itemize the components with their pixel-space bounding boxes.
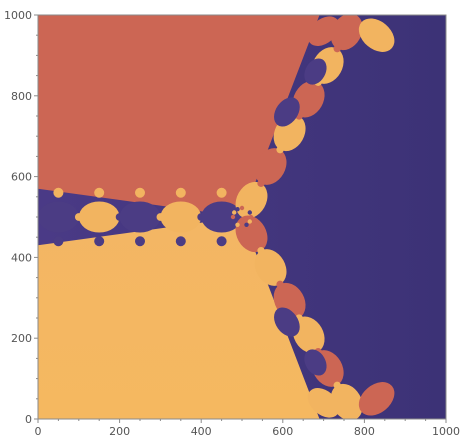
y-tick-label: 800 — [11, 90, 32, 103]
boundary-bottom-lobe — [307, 388, 340, 418]
boundary-bottom-lobe — [358, 382, 395, 416]
y-tick-label: 0 — [25, 413, 32, 426]
boundary-left-branch — [201, 201, 243, 233]
x-tick-label: 200 — [109, 425, 130, 438]
x-tick-label: 0 — [35, 425, 42, 438]
region-upper-left-basin — [38, 15, 320, 217]
plot-area — [38, 15, 446, 419]
boundary-junction-bead — [232, 210, 237, 215]
boundary-junction-bead — [244, 222, 249, 227]
y-tick-label: 200 — [11, 332, 32, 345]
boundary-upper-branch — [254, 148, 287, 185]
boundary-junction-bead — [247, 210, 252, 215]
boundary-left-bulb — [175, 187, 186, 198]
boundary-left-branch — [119, 201, 161, 233]
boundary-left-bulb — [175, 236, 186, 247]
boundary-left-bulb — [94, 236, 105, 247]
boundary-left-bulb — [53, 236, 64, 247]
boundary-junction-bead — [248, 214, 254, 220]
boundary-junction-bead — [235, 222, 240, 227]
boundary-bottom-lobe — [274, 307, 300, 337]
boundary-left-bulb — [135, 187, 145, 198]
y-tick-label: 600 — [11, 171, 32, 184]
boundary-left-branch — [160, 201, 202, 233]
boundary-left-branch — [38, 201, 79, 233]
boundary-left-bulb — [216, 187, 227, 198]
boundary-left-bulb — [53, 187, 64, 198]
basin-regions — [38, 15, 446, 419]
boundary-junction-bead — [247, 219, 252, 224]
x-tick-label: 800 — [354, 425, 375, 438]
boundary-left-bulb — [94, 187, 105, 198]
boundary-bottom-lobe — [304, 349, 327, 376]
boundary-junction-bead — [239, 223, 245, 229]
boundary-top-lobe — [304, 58, 327, 85]
boundary-top-lobe — [358, 18, 395, 52]
y-tick-label: 400 — [11, 251, 32, 264]
y-tick-label: 1000 — [4, 9, 32, 22]
boundary-lower-branch — [292, 316, 325, 354]
boundary-junction-bead — [244, 207, 249, 212]
x-tick-label: 400 — [191, 425, 212, 438]
boundary-left-branch — [78, 201, 120, 233]
boundary-junction-bead — [239, 205, 245, 211]
y-axis-ticks: 0 200 400 600 800 1000 — [4, 9, 38, 426]
fractal-boundary — [38, 15, 395, 419]
region-lower-left-basin — [38, 217, 320, 419]
boundary-left-bulb — [135, 236, 145, 247]
x-axis-ticks: 0 200 400 600 800 1000 — [35, 419, 460, 438]
boundary-left-bulb — [216, 236, 227, 247]
boundary-junction-bead — [232, 219, 237, 224]
boundary-top-lobe — [307, 16, 340, 46]
boundary-lower-branch — [254, 249, 287, 286]
boundary-junction-bead — [230, 214, 236, 220]
x-tick-label: 1000 — [432, 425, 460, 438]
boundary-upper-branch — [292, 80, 325, 118]
x-tick-label: 600 — [272, 425, 293, 438]
boundary-top-lobe — [274, 97, 300, 127]
boundary-junction-bead — [235, 207, 240, 212]
